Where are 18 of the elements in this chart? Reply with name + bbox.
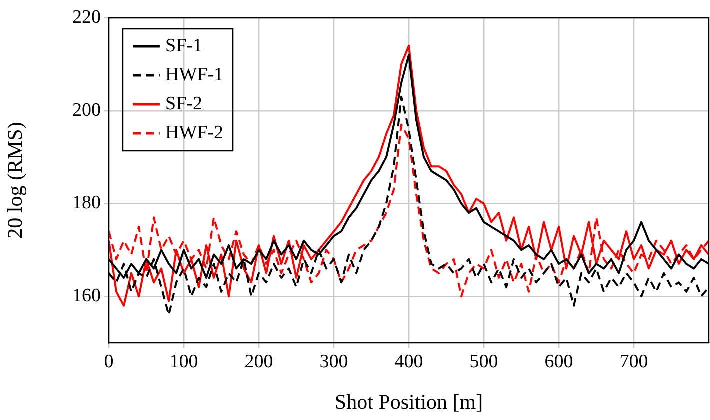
y-axis-title: 20 log (RMS): [3, 122, 28, 239]
x-tick-label: 600: [544, 351, 574, 372]
legend-label: HWF-1: [166, 64, 224, 86]
y-tick-label: 180: [72, 192, 101, 214]
legend-label: HWF-2: [166, 122, 224, 144]
legend-label: SF-2: [166, 93, 202, 114]
y-tick-label: 160: [72, 286, 101, 307]
x-axis-title: Shot Position [m]: [334, 390, 484, 414]
y-tick-label: 220: [72, 6, 101, 28]
x-tick-label: 400: [394, 351, 424, 372]
x-tick-label: 700: [620, 351, 648, 372]
x-tick-label: 100: [170, 351, 198, 372]
x-tick-label: 500: [470, 351, 498, 372]
y-tick-label: 200: [72, 100, 101, 121]
x-tick-label: 300: [320, 351, 348, 372]
x-tick-label: 200: [244, 351, 274, 372]
x-tick-label: 0: [104, 351, 114, 372]
legend-label: SF-1: [166, 35, 202, 56]
